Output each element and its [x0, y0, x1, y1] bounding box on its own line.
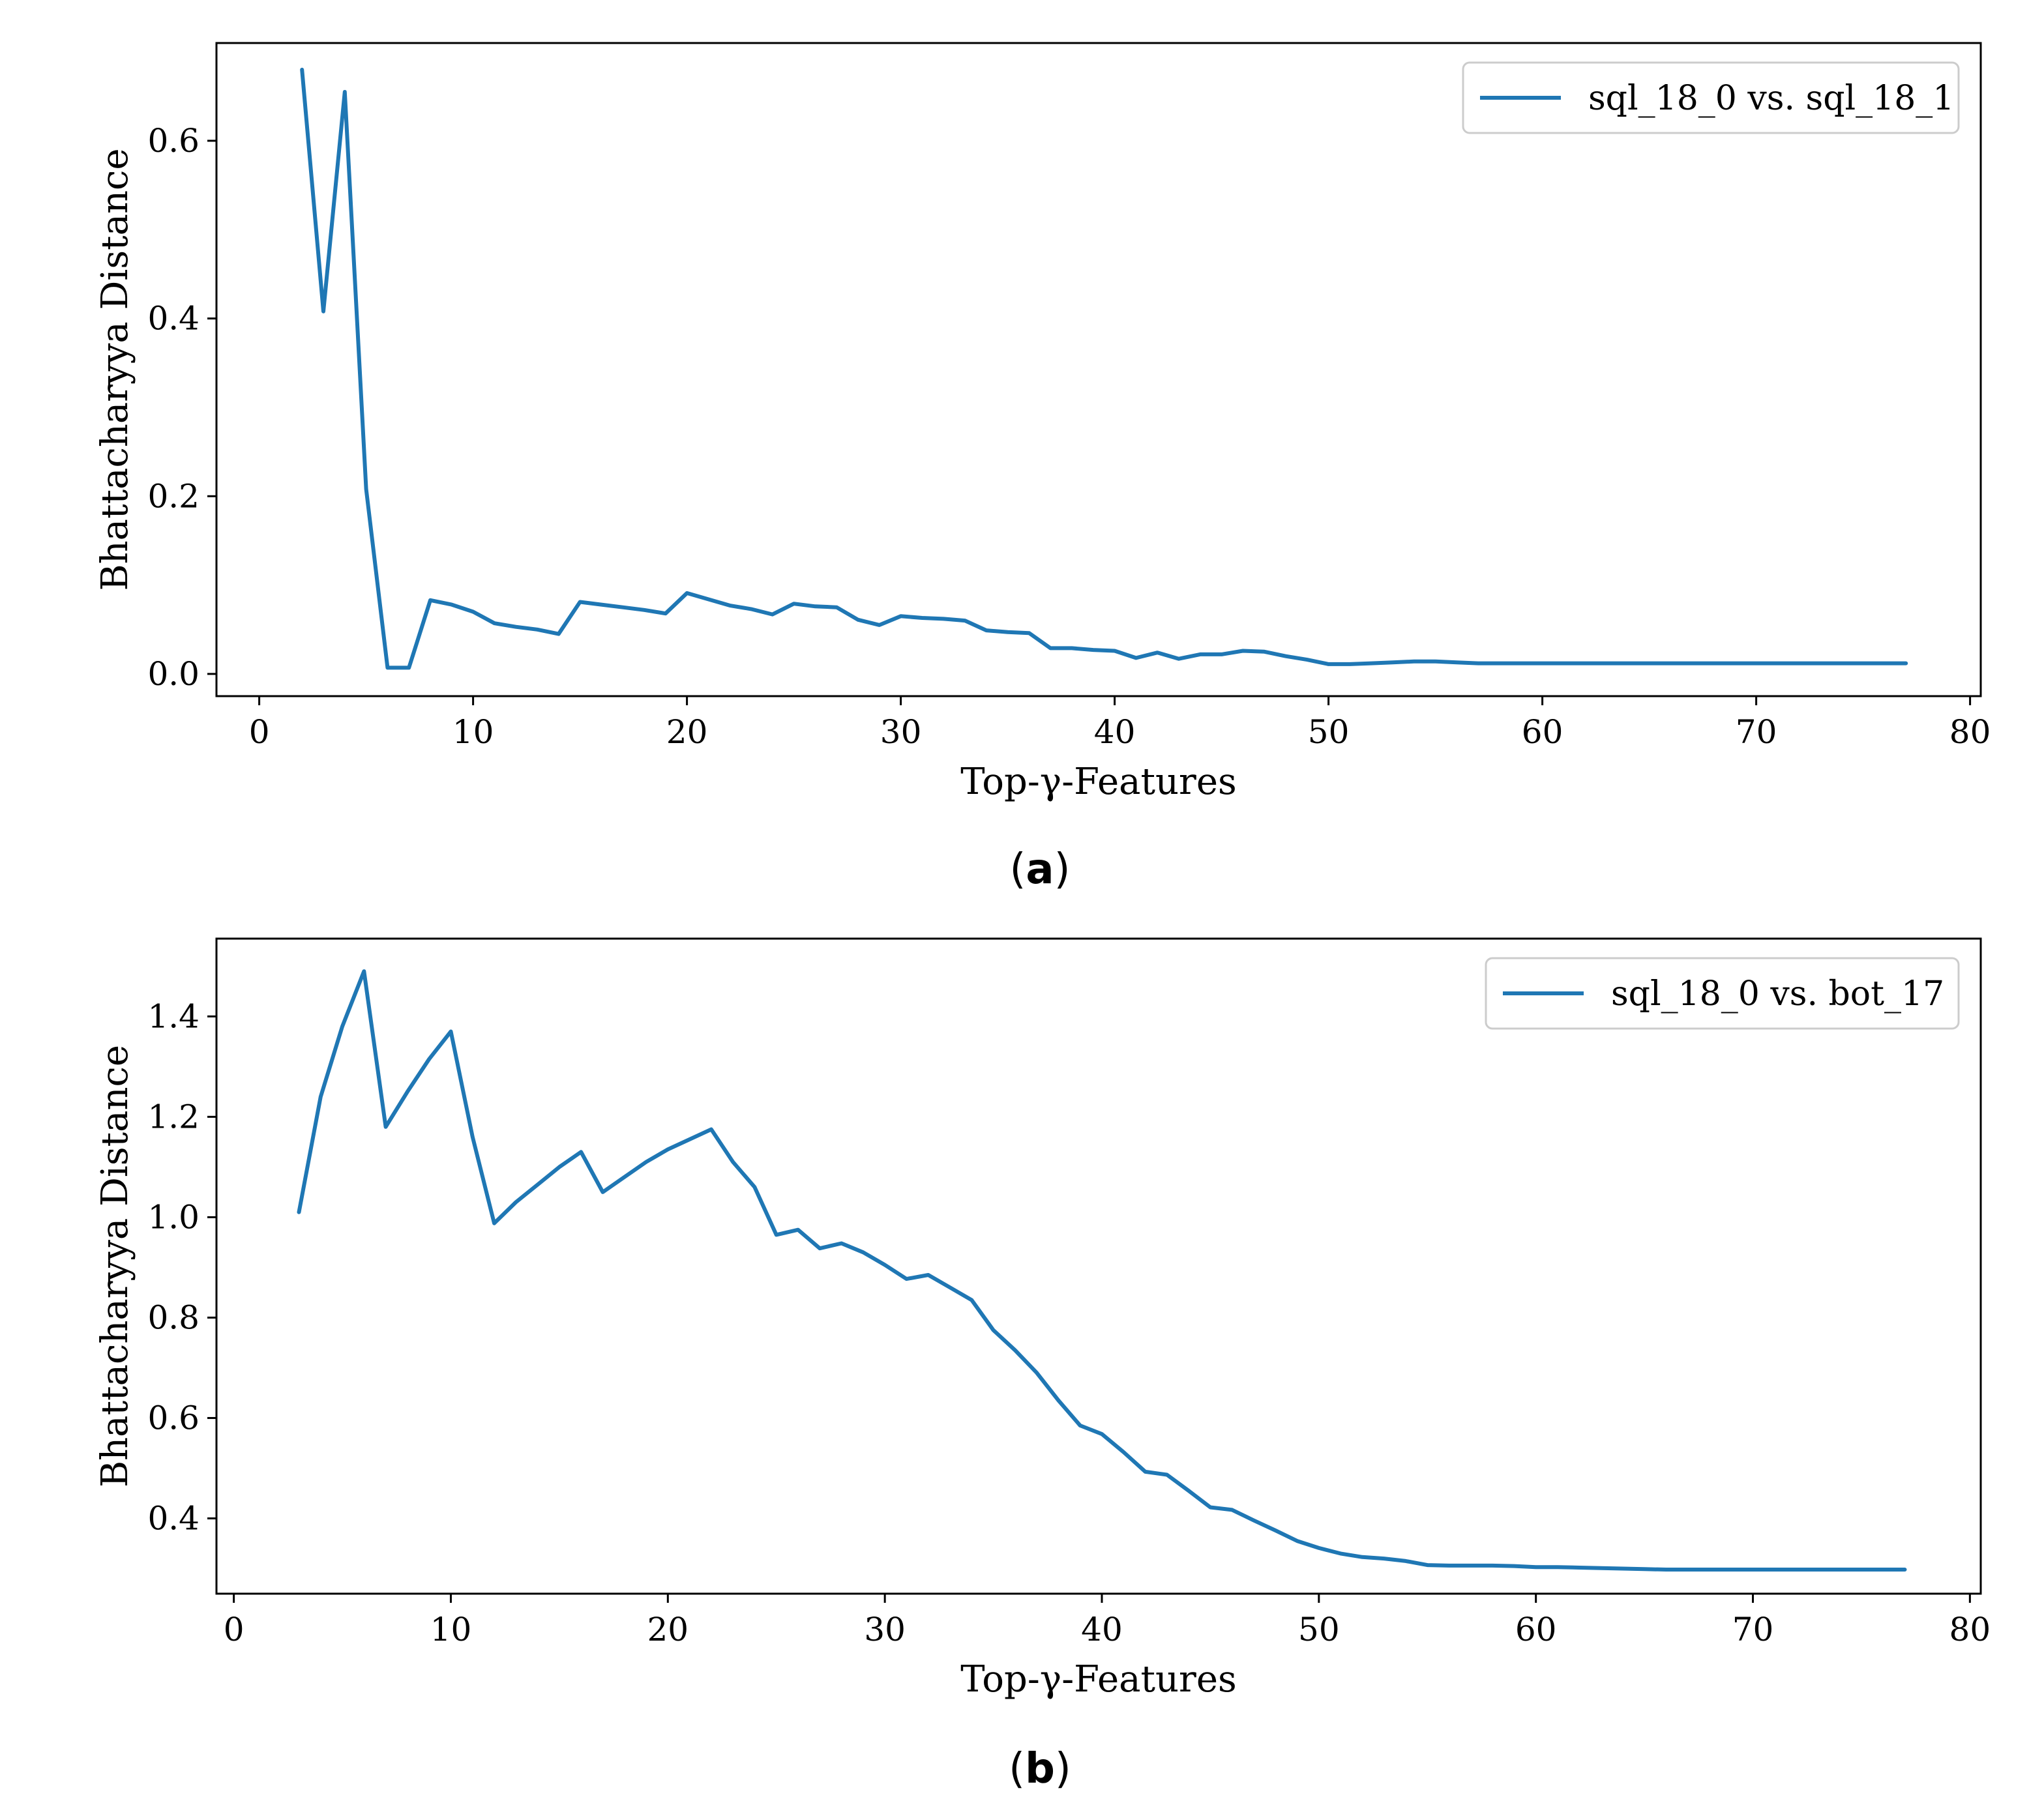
x-tick-label: 70	[1736, 713, 1777, 751]
x-axis-label: Top-γ-Features	[960, 761, 1236, 803]
caption-close-paren: )	[1054, 845, 1071, 894]
x-tick-label: 0	[249, 713, 270, 751]
legend-entry: sql_18_0 vs. sql_18_1	[1588, 79, 1954, 118]
y-axis-label: Bhattacharyya Distance	[94, 148, 136, 591]
y-tick-label: 0.4	[147, 1499, 200, 1537]
legend-entry: sql_18_0 vs. bot_17	[1611, 974, 1944, 1014]
x-tick-label: 20	[666, 713, 708, 751]
panel-caption: (a)	[1009, 845, 1070, 894]
x-tick-label: 30	[864, 1611, 906, 1648]
caption-open-paren: (	[1009, 1745, 1025, 1793]
y-tick-label: 0.8	[147, 1298, 200, 1336]
y-tick-label: 0.4	[147, 300, 200, 338]
x-tick-label: 60	[1515, 1611, 1557, 1648]
x-tick-label: 10	[452, 713, 494, 751]
series-line-0	[300, 67, 1908, 670]
x-tick-label: 20	[647, 1611, 689, 1648]
x-tick-label: 40	[1081, 1611, 1123, 1648]
caption-close-paren: )	[1055, 1745, 1071, 1793]
legend: sql_18_0 vs. bot_17	[1485, 957, 1960, 1030]
plot-frame	[215, 937, 1982, 1595]
x-tick-label: 80	[1949, 713, 1991, 751]
chart-panel-b: 0 10 20 30 40 50 60 70 80 0.4 0.6 0.8 1.0 1.2 1.4 Top-γ…	[94, 937, 1991, 1793]
x-tick-label: 70	[1732, 1611, 1774, 1648]
y-tick-label: 0.0	[147, 655, 200, 693]
caption-letter: a	[1026, 845, 1054, 894]
y-tick-label: 1.4	[147, 997, 200, 1035]
x-tick-label: 50	[1298, 1611, 1340, 1648]
legend-box	[1485, 957, 1960, 1030]
plot-frame	[215, 42, 1982, 697]
x-tick-label: 40	[1094, 713, 1136, 751]
y-tick-label: 1.2	[147, 1098, 200, 1135]
x-tick-label: 80	[1949, 1611, 1991, 1648]
x-tick-label: 10	[430, 1611, 472, 1648]
x-tick-label: 30	[880, 713, 922, 751]
y-tick-label: 0.2	[147, 477, 200, 515]
caption-open-paren: (	[1009, 845, 1026, 894]
caption-letter: b	[1025, 1745, 1055, 1793]
y-axis-label: Bhattacharyya Distance	[94, 1045, 136, 1487]
legend: sql_18_0 vs. sql_18_1	[1462, 61, 1960, 134]
x-tick-label: 50	[1308, 713, 1350, 751]
y-tick-label: 0.6	[147, 1399, 200, 1437]
y-tick-label: 1.0	[147, 1198, 200, 1236]
panel-caption: (b)	[1009, 1745, 1071, 1793]
y-tick-label: 0.6	[147, 122, 200, 160]
chart-panel-a: 0 10 20 30 40 50 60 70 80 0.0 0.2 0.4 0.6 Top-γ-Featu…	[94, 42, 1991, 894]
series-line-0	[297, 969, 1907, 1572]
x-tick-label: 0	[224, 1611, 244, 1648]
x-axis-label: Top-γ-Features	[960, 1658, 1236, 1701]
legend-box	[1462, 61, 1960, 134]
x-tick-label: 60	[1522, 713, 1563, 751]
